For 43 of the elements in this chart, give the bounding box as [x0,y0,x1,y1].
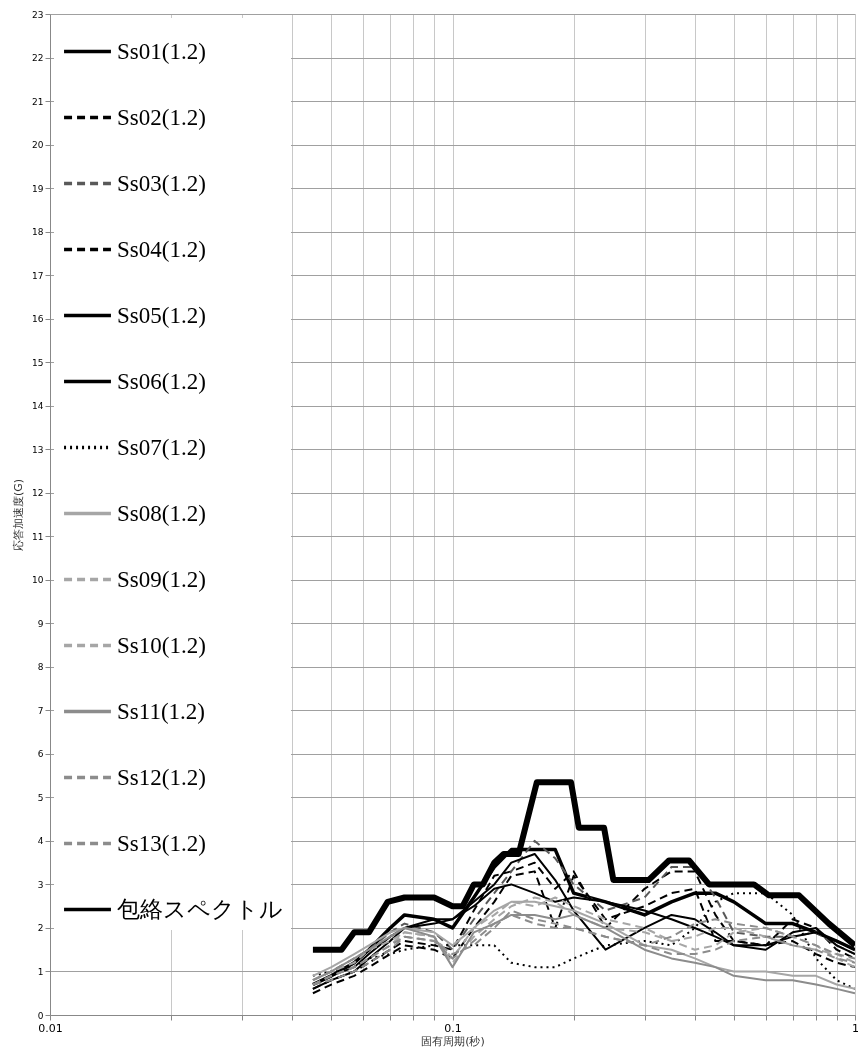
y-tick-label: 20 [32,140,44,151]
legend-label: Ss09(1.2) [117,566,206,592]
x-tick-label: 0.01 [38,1021,63,1035]
y-tick-label: 9 [37,618,44,629]
legend-label: Ss03(1.2) [117,170,206,196]
y-tick-label: 12 [32,488,44,499]
y-tick-label: 2 [37,923,44,934]
y-tick-label: 11 [32,531,44,542]
y-tick-label: 5 [37,792,44,803]
legend-label: Ss04(1.2) [117,236,206,262]
legend-label: Ss11(1.2) [117,698,205,724]
y-tick-label: 15 [32,357,44,368]
y-tick-label: 21 [32,96,44,107]
y-tick-label: 7 [37,705,44,716]
legend-label: Ss13(1.2) [117,830,206,856]
legend-label: Ss10(1.2) [117,632,206,658]
y-tick-label: 6 [37,749,44,760]
y-tick-label: 23 [32,9,44,20]
legend-label: Ss06(1.2) [117,368,206,394]
legend-label: Ss02(1.2) [117,104,206,130]
y-tick-label: 22 [32,53,44,64]
x-tick-label: 0.1 [444,1021,462,1035]
x-axis-title: 固有周期(秒) [421,1034,485,1048]
legend-label: Ss05(1.2) [117,302,206,328]
legend-label: Ss07(1.2) [117,434,206,460]
y-tick-label: 19 [32,183,44,194]
y-axis-title: 応答加速度(G) [12,478,26,552]
x-tick-label: 1 [852,1021,859,1035]
y-tick-label: 14 [32,401,44,412]
y-tick-label: 1 [37,966,44,977]
y-tick-label: 3 [37,879,44,890]
legend-label: Ss12(1.2) [117,764,206,790]
y-tick-label: 10 [32,575,44,586]
y-tick-label: 16 [32,314,44,325]
y-tick-label: 18 [32,227,44,238]
y-tick-label: 8 [37,662,44,673]
y-tick-label: 0 [37,1010,44,1021]
legend-label: 包絡スペクトル [117,896,283,922]
y-tick-label: 17 [32,270,44,281]
legend-label: Ss01(1.2) [117,38,206,64]
legend-label: Ss08(1.2) [117,500,206,526]
y-tick-label: 13 [32,444,44,455]
y-tick-label: 4 [37,836,44,847]
